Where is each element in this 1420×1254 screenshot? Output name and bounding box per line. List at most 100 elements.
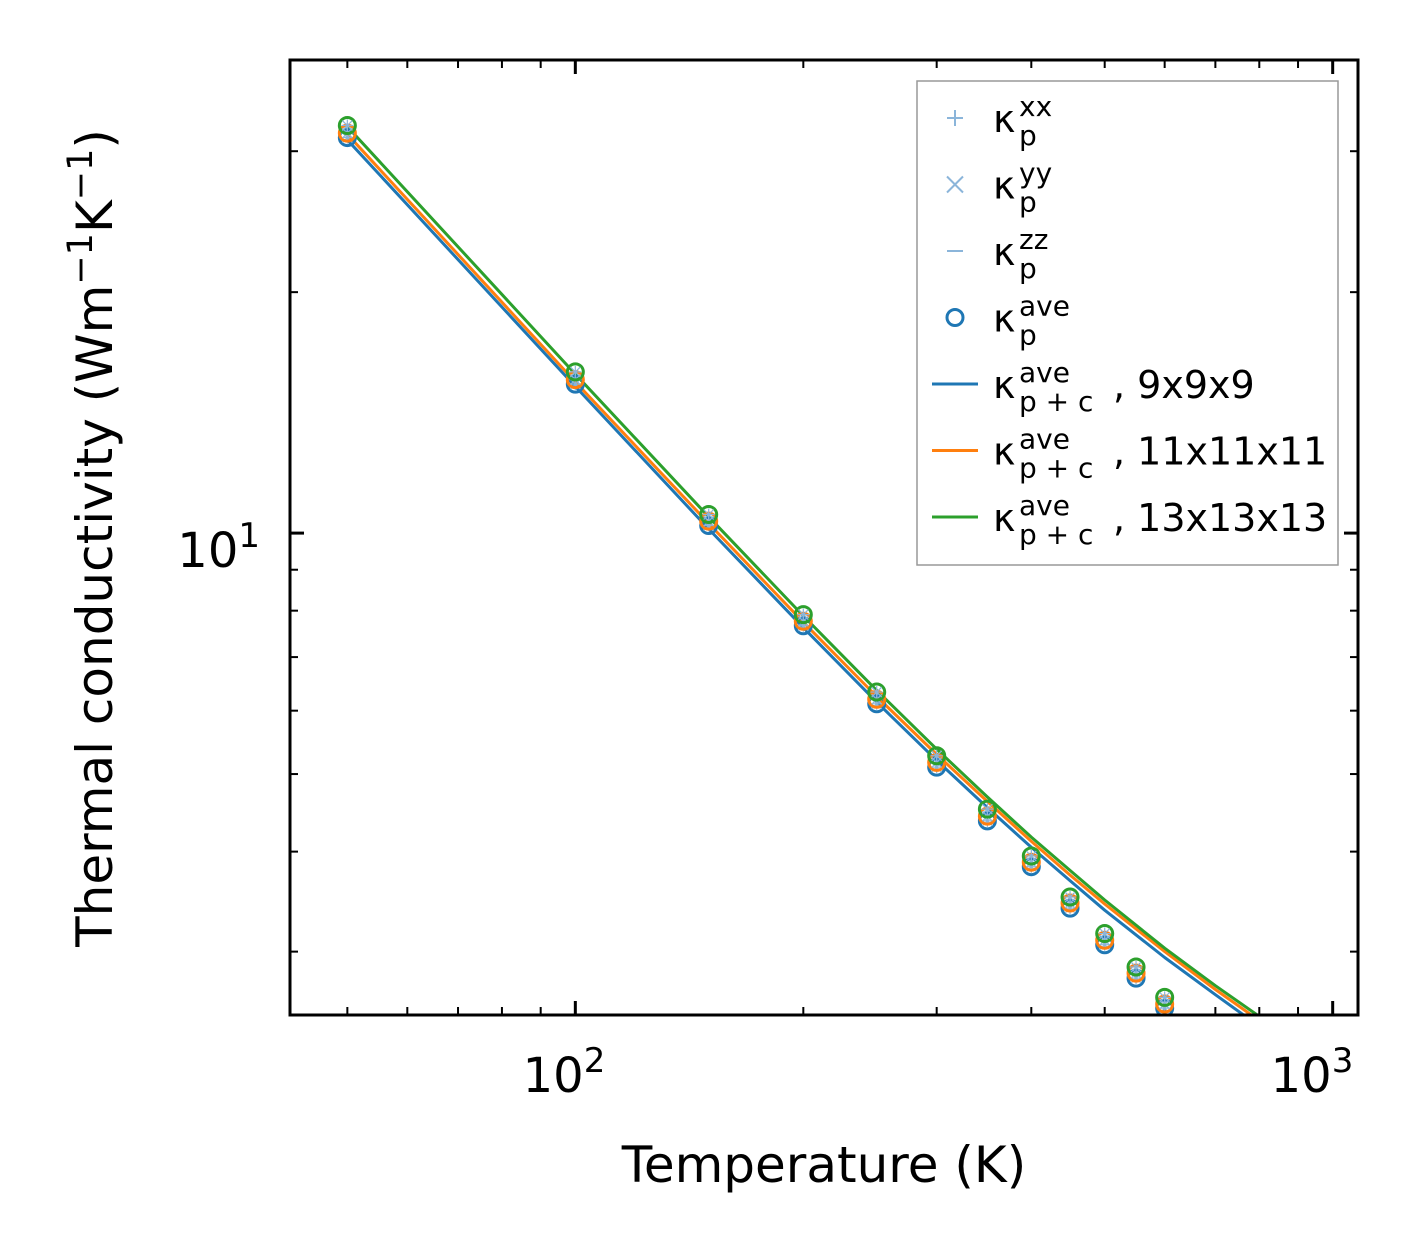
- legend-entry: κ ave p: [945, 290, 1070, 352]
- data-point-component-9x9x9: [1273, 1123, 1285, 1135]
- data-point-component-11x11x11: [1209, 1052, 1221, 1064]
- data-point-component-13x13x13: [569, 365, 582, 378]
- y-tick-label-10: 101: [177, 516, 260, 579]
- data-point-component-13x13x13: [1064, 891, 1077, 904]
- data-point-component-13x13x13: [1209, 1044, 1221, 1056]
- data-point-component-9x9x9: [1185, 1031, 1197, 1043]
- data-point-11x11x11: [1308, 1156, 1324, 1172]
- data-point-13x13x13: [1325, 1167, 1341, 1183]
- data-point-component-11x11x11: [1025, 856, 1038, 869]
- legend-label: κ ave p + c, 11x11x11: [993, 423, 1327, 485]
- data-point-component-11x11x11: [1232, 1075, 1244, 1087]
- data-point-9x9x9: [1230, 1078, 1246, 1094]
- data-point-13x13x13: [1251, 1088, 1267, 1104]
- data-point-component-13x13x13: [797, 608, 810, 621]
- legend-label: κ zz p: [993, 223, 1048, 285]
- legend-entry: κ ave p + c, 9x9x9: [932, 356, 1255, 418]
- data-point-component-9x9x9: [1253, 1103, 1265, 1115]
- data-point-component-11x11x11: [1185, 1026, 1197, 1038]
- legend-label: κ ave p + c, 9x9x9: [993, 356, 1255, 418]
- data-point-13x13x13: [1126, 957, 1146, 977]
- data-point-11x11x11: [1230, 1073, 1246, 1089]
- data-point-13x13x13: [977, 799, 997, 819]
- data-point-component-13x13x13: [702, 508, 715, 521]
- data-point-9x9x9: [1271, 1121, 1287, 1137]
- data-point-component-13x13x13: [1130, 961, 1143, 974]
- data-point-component-11x11x11: [1273, 1119, 1285, 1131]
- data-point-13x13x13: [1290, 1129, 1306, 1145]
- data-point-component-11x11x11: [1130, 967, 1143, 980]
- legend-label: κ xx p: [993, 90, 1052, 152]
- data-point-13x13x13: [1183, 1017, 1199, 1033]
- data-point-component-13x13x13: [1158, 991, 1171, 1004]
- data-point-13x13x13: [1308, 1149, 1324, 1165]
- data-point-11x11x11: [1251, 1095, 1267, 1111]
- legend-marker-circle: [945, 308, 965, 327]
- data-point-component-9x9x9: [1232, 1080, 1244, 1092]
- data-point-component-9x9x9: [1310, 1162, 1322, 1174]
- data-point-component-13x13x13: [1098, 927, 1111, 940]
- legend-label: κ ave p: [993, 290, 1070, 352]
- data-point-component-11x11x11: [1310, 1158, 1322, 1170]
- data-point-9x9x9: [1325, 1178, 1341, 1194]
- legend-entry: κ ave p + c, 13x13x13: [932, 489, 1327, 551]
- data-point-11x11x11: [1271, 1117, 1287, 1133]
- data-point-component-11x11x11: [1327, 1175, 1339, 1187]
- legend-entry: κ xx p: [947, 90, 1052, 152]
- data-point-component-13x13x13: [1327, 1169, 1339, 1181]
- data-point-component-9x9x9: [1327, 1180, 1339, 1192]
- data-point-13x13x13: [337, 116, 357, 136]
- legend-label: κ ave p + c, 13x13x13: [993, 489, 1327, 551]
- data-point-13x13x13: [1155, 987, 1175, 1007]
- data-point-9x9x9: [1290, 1141, 1306, 1157]
- data-point-9x9x9: [1308, 1160, 1324, 1176]
- data-point-component-13x13x13: [1292, 1131, 1304, 1143]
- plot-frame: [288, 58, 1360, 1017]
- legend-frame: [916, 80, 1339, 566]
- data-point-13x13x13: [699, 504, 719, 524]
- legend-entry: κ ave p + c, 11x11x11: [932, 423, 1327, 485]
- data-point-component-13x13x13: [1232, 1068, 1244, 1080]
- series-line-11x11x11: [346, 133, 1254, 1015]
- series-points: [337, 116, 1341, 1194]
- data-point-component-13x13x13: [1273, 1112, 1285, 1124]
- data-point-13x13x13: [565, 362, 585, 382]
- data-point-component-11x11x11: [1292, 1139, 1304, 1151]
- legend-marker-cross: [946, 175, 964, 194]
- data-point-13x13x13: [1021, 846, 1041, 866]
- data-point-13x13x13: [1230, 1066, 1246, 1082]
- data-point-component-13x13x13: [1253, 1090, 1265, 1102]
- data-point-component-13x13x13: [1310, 1151, 1322, 1163]
- data-point-component-9x9x9: [1209, 1055, 1221, 1067]
- data-point-13x13x13: [1207, 1042, 1223, 1058]
- data-point-9x9x9: [1251, 1101, 1267, 1117]
- data-point-11x11x11: [1325, 1173, 1341, 1189]
- data-point-component-13x13x13: [341, 119, 354, 132]
- legend-entry: κ zz p: [947, 223, 1048, 285]
- data-point-9x9x9: [1183, 1029, 1199, 1045]
- data-point-component-9x9x9: [1292, 1143, 1304, 1155]
- legend-marker-plus: [947, 110, 963, 126]
- data-point-component-13x13x13: [1185, 1019, 1197, 1031]
- data-point-13x13x13: [1060, 887, 1080, 907]
- data-point-11x11x11: [1207, 1050, 1223, 1066]
- data-point-component-13x13x13: [930, 749, 943, 762]
- data-point-13x13x13: [867, 682, 887, 702]
- data-point-11x11x11: [1290, 1137, 1306, 1153]
- x-axis-label: Temperature (K): [621, 1136, 1026, 1194]
- legend-label: κ yy p: [993, 157, 1052, 219]
- data-point-13x13x13: [1271, 1110, 1287, 1126]
- data-point-13x13x13: [793, 605, 813, 625]
- data-point-component-13x13x13: [1025, 849, 1038, 862]
- data-point-component-11x11x11: [1253, 1097, 1265, 1109]
- data-point-13x13x13: [1095, 924, 1115, 944]
- legend-entry: κ yy p: [946, 157, 1052, 219]
- data-point-11x11x11: [1183, 1024, 1199, 1040]
- data-point-component-13x13x13: [870, 686, 883, 699]
- data-point-9x9x9: [1207, 1053, 1223, 1069]
- data-point-13x13x13: [927, 746, 947, 766]
- x-tick-label-100: 102: [523, 1041, 606, 1104]
- series-line-13x13x13: [346, 125, 1260, 1015]
